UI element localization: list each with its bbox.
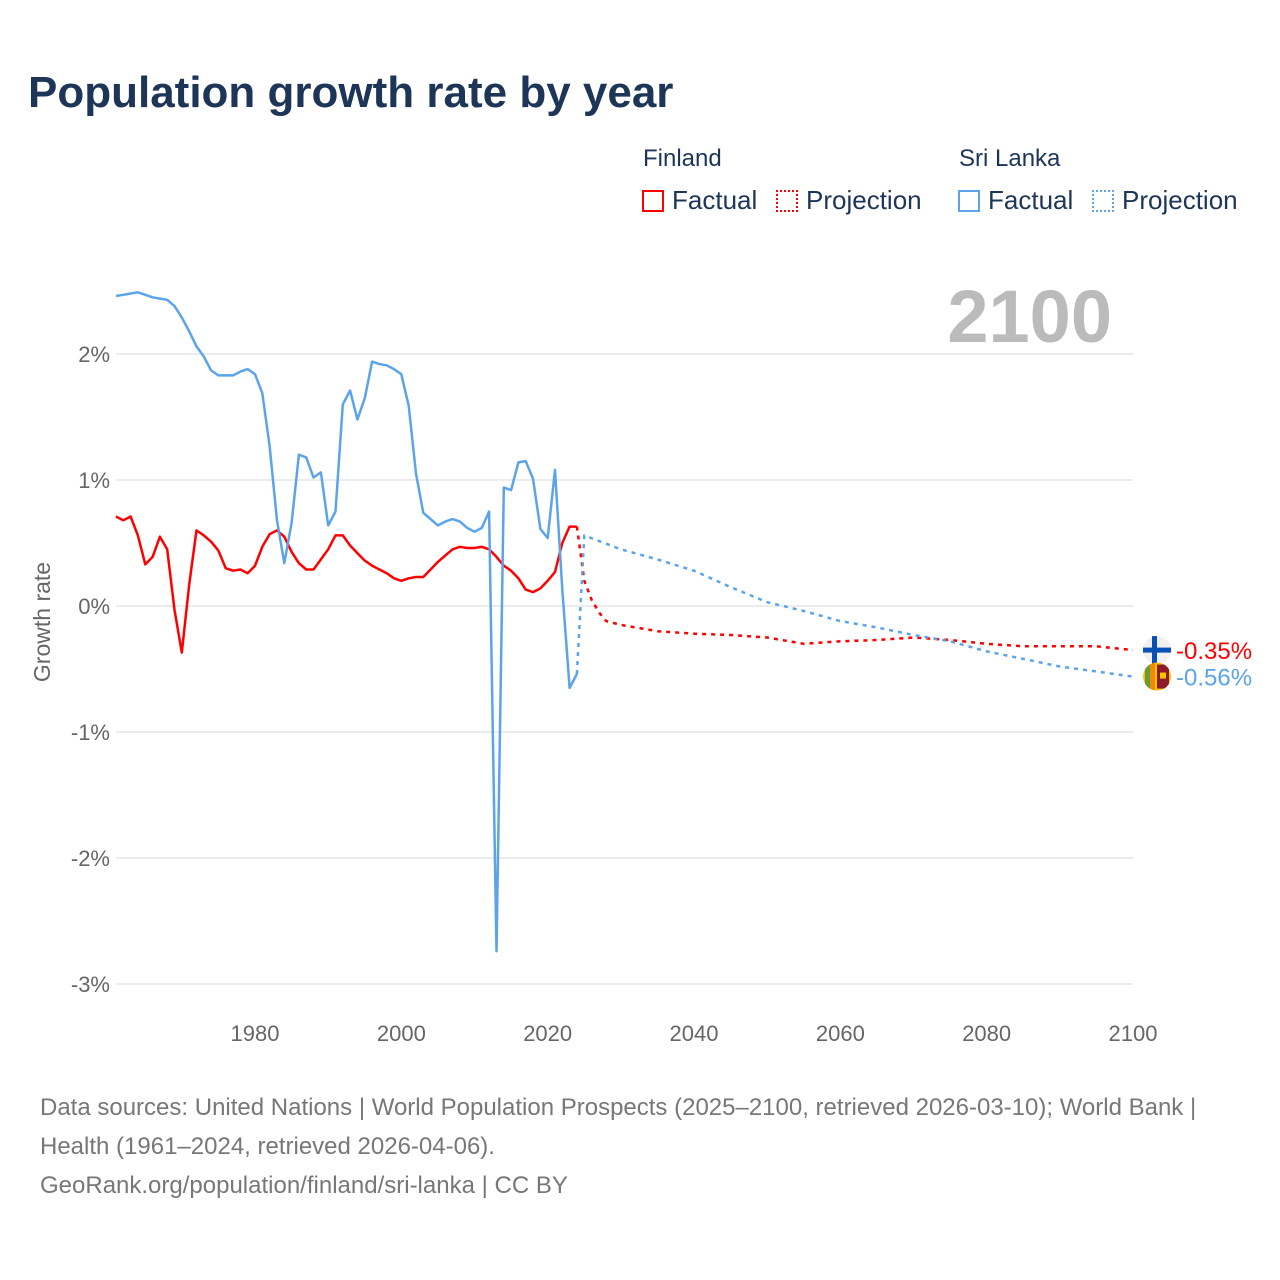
credit-link[interactable]: GeoRank.org/population/finland/sri-lanka… [40, 1172, 568, 1199]
footer: Data sources: United Nations | World Pop… [40, 1088, 1240, 1205]
x-tick-label: 2040 [670, 1021, 719, 1046]
y-axis-label: Growth rate [29, 562, 55, 682]
finland-projection-line [575, 526, 1134, 652]
legend-group-finland: Finland [643, 145, 722, 172]
y-tick-label: 0% [78, 594, 110, 619]
finland-flag-icon [1143, 636, 1171, 665]
x-tick-label: 2080 [962, 1021, 1011, 1046]
legend-label: Projection [806, 185, 922, 215]
y-tick-label: -3% [71, 972, 110, 997]
legend-sri-lanka-factual[interactable]: Factual [958, 185, 1073, 216]
end-value-label: -0.56% [1176, 665, 1252, 692]
legend-finland-projection[interactable]: Projection [776, 185, 922, 216]
legend-label: Factual [988, 185, 1074, 215]
dotted-swatch-icon [776, 189, 798, 212]
y-tick-label: 1% [78, 468, 110, 493]
solid-swatch-icon [642, 189, 664, 212]
dotted-swatch-icon [1092, 189, 1114, 212]
y-tick-label: 2% [78, 342, 110, 367]
sri-lanka-flag-icon [1143, 662, 1171, 691]
y-tick-label: -1% [71, 720, 110, 745]
solid-swatch-icon [958, 189, 980, 212]
chart-title: Population growth rate by year [28, 68, 674, 117]
end-value-label: -0.35% [1176, 638, 1252, 665]
plot-area: 2100 Growth rate 2% 1% 0% -1% -2% -3% 1980 2000… [29, 275, 1252, 1046]
finland-factual-line [115, 515, 577, 654]
legend-sri-lanka-projection[interactable]: Projection [1092, 185, 1238, 216]
legend-label: Factual [672, 185, 758, 215]
data-sources: Data sources: United Nations | World Pop… [40, 1094, 1197, 1160]
x-tick-label: 1980 [231, 1021, 280, 1046]
current-year-label: 2100 [947, 275, 1112, 358]
x-tick-label: 2060 [816, 1021, 865, 1046]
y-tick-label: -2% [71, 846, 110, 871]
sri-lanka-factual-line [115, 291, 579, 953]
legend-group-sri-lanka: Sri Lanka [959, 145, 1061, 172]
x-tick-label: 2000 [377, 1021, 426, 1046]
legend-label: Projection [1122, 185, 1238, 215]
legend-finland-factual[interactable]: Factual [642, 185, 757, 216]
x-tick-label: 2020 [523, 1021, 572, 1046]
x-tick-label: 2100 [1109, 1021, 1158, 1046]
